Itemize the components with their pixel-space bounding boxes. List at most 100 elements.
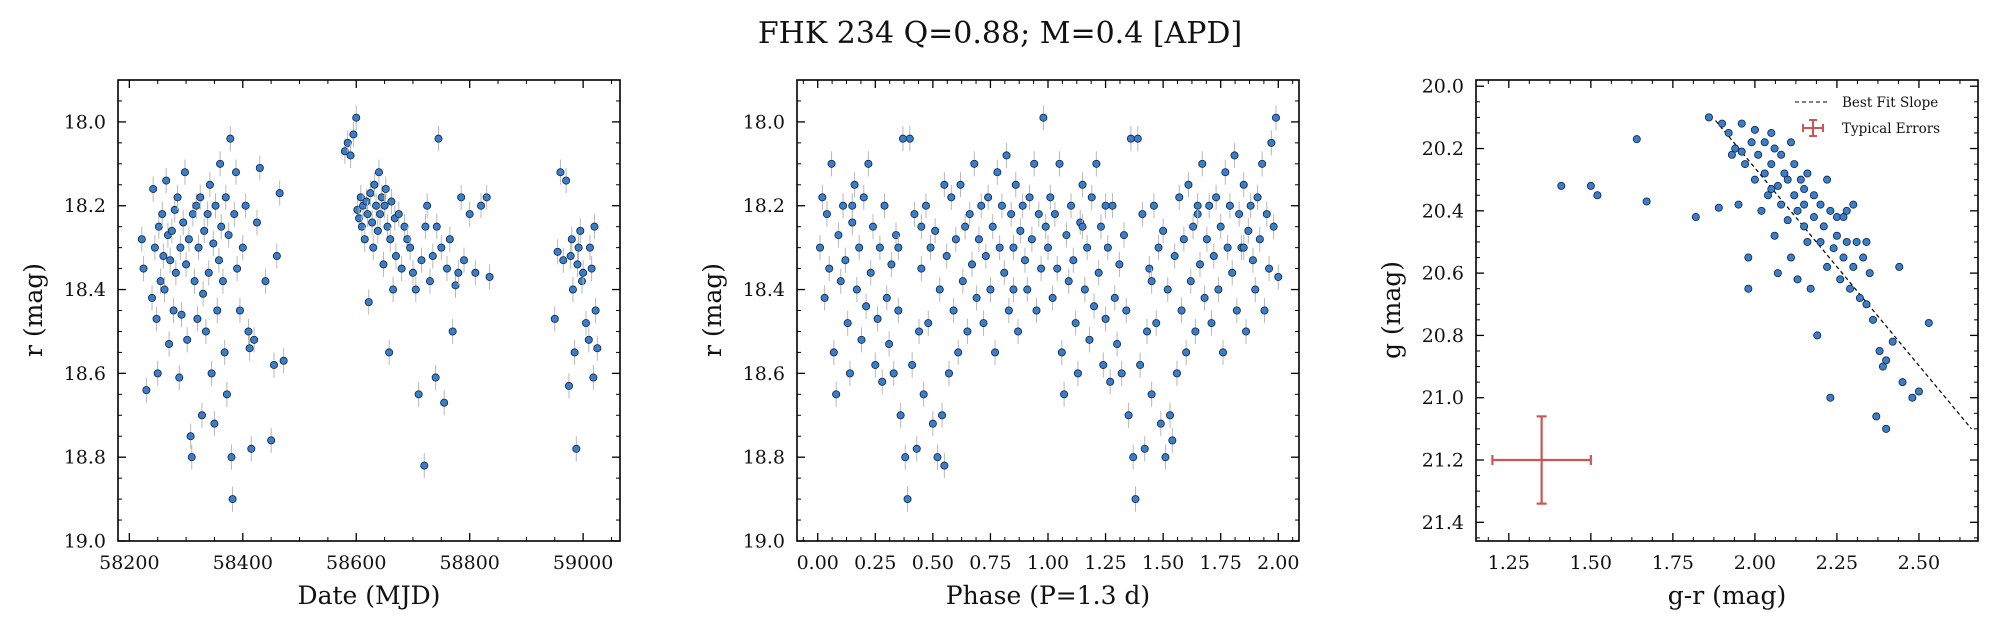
phase-data-point (1212, 193, 1221, 202)
x-tick-label: 58800 (439, 552, 499, 574)
cmd-frame (1475, 79, 1979, 542)
y-tick-label: 18.2 (743, 195, 785, 217)
x-tick-label: 0.25 (854, 552, 896, 574)
phase-data-point (933, 453, 942, 462)
lc-data-point (576, 226, 585, 235)
phase-data-point (1140, 444, 1149, 453)
phase-data-point (1050, 210, 1059, 219)
cmd-data-point (1793, 275, 1802, 284)
phase-data-point (917, 264, 926, 273)
lc-data-point (366, 189, 375, 198)
phase-data-point (1168, 436, 1177, 445)
phase-data-point (1221, 168, 1230, 177)
cmd-data-point (1849, 262, 1858, 271)
phase-data-point (843, 319, 852, 328)
lc-data-point (169, 306, 178, 315)
lc-data-point (217, 222, 226, 231)
phase-data-point (1225, 201, 1234, 210)
phase-ylabel: r (mag) (698, 263, 727, 357)
phase-data-point (1271, 113, 1280, 122)
phase-data-point (1216, 222, 1225, 231)
lc-data-point (241, 201, 250, 210)
phase-data-point (1239, 243, 1248, 252)
lc-data-point (139, 264, 148, 273)
phase-data-point (1251, 285, 1260, 294)
phase-data-point (1147, 277, 1156, 286)
cmd-data-point (1862, 300, 1871, 309)
lc-data-point (269, 360, 278, 369)
cmd-data-point (1836, 275, 1845, 284)
cmd-data-point (1783, 216, 1792, 225)
cmd-data-point (1809, 213, 1818, 222)
phase-data-point (1147, 390, 1156, 399)
phase-data-point (1039, 113, 1048, 122)
phase-data-point (1184, 180, 1193, 189)
phase-data-point (1069, 256, 1078, 265)
phase-data-point (901, 453, 910, 462)
lc-data-point (177, 310, 186, 319)
x-tick-label: 58600 (326, 552, 386, 574)
phase-data-point (848, 201, 857, 210)
phase-data-point (1258, 159, 1267, 168)
cmd-data-point (1865, 269, 1874, 278)
x-tick-label: 1.00 (1027, 552, 1069, 574)
lc-data-point (577, 277, 586, 286)
phase-data-point (1186, 277, 1195, 286)
lc-data-point (238, 243, 247, 252)
y-tick-label: 18.6 (64, 363, 106, 385)
phase-data-point (1004, 306, 1013, 315)
phase-data-point (977, 201, 986, 210)
lc-data-point (153, 369, 162, 378)
phase-data-point (1057, 348, 1066, 357)
cmd-data-point (1744, 284, 1753, 293)
lc-data-point (445, 235, 454, 244)
lc-data-point (381, 184, 390, 193)
phase-data-point (1209, 252, 1218, 261)
lc-data-point (590, 222, 599, 231)
cmd-data-point (1737, 119, 1746, 128)
lc-data-point (183, 335, 192, 344)
cmd-data-point (1882, 424, 1891, 433)
phase-data-point (822, 210, 831, 219)
phase-axes: 0.00 0.25 0.50 0.75 1.00 1.25 1.50 1.75 2.00 18.0… (698, 79, 1300, 610)
phase-data-point (1101, 314, 1110, 323)
lc-data-point (159, 252, 168, 261)
lc-data-point (244, 327, 253, 336)
phase-data-point (1092, 159, 1101, 168)
phase-data-point (958, 277, 967, 286)
lc-data-point (193, 314, 202, 323)
phase-data-point (972, 293, 981, 302)
cmd-data-point (1888, 337, 1897, 346)
lc-data-point (364, 298, 373, 307)
lc-data-point (196, 193, 205, 202)
x-tick-label: 58400 (213, 552, 273, 574)
cmd-data-point (1823, 175, 1832, 184)
lc-data-point (343, 138, 352, 147)
x-tick-label: 1.75 (1652, 552, 1694, 574)
phase-data-point (894, 243, 903, 252)
phase-data-point (827, 159, 836, 168)
phase-data-point (954, 348, 963, 357)
lc-data-point (226, 134, 235, 143)
phase-data-point (1235, 210, 1244, 219)
phase-data-point (1030, 159, 1039, 168)
phase-data-point (1046, 193, 1055, 202)
phase-data-point (885, 340, 894, 349)
y-tick-label: 18.6 (743, 363, 785, 385)
figure-title: FHK 234 Q=0.88; M=0.4 [APD] (758, 16, 1242, 51)
cmd-data-point (1691, 213, 1700, 222)
lc-data-point (175, 373, 184, 382)
lightcurve-xlabel: Date (MJD) (298, 581, 441, 610)
cmd-data-point (1859, 253, 1868, 262)
lc-data-point (465, 210, 474, 219)
phase-data-point (1009, 243, 1018, 252)
lc-data-point (221, 193, 230, 202)
phase-data-point (1200, 293, 1209, 302)
phase-data-point (1198, 159, 1207, 168)
phase-data-point (1007, 210, 1016, 219)
phase-data-point (1032, 306, 1041, 315)
lc-data-point (394, 210, 403, 219)
cmd-ylabel: g (mag) (1377, 261, 1406, 359)
cmd-data-point (1806, 284, 1815, 293)
